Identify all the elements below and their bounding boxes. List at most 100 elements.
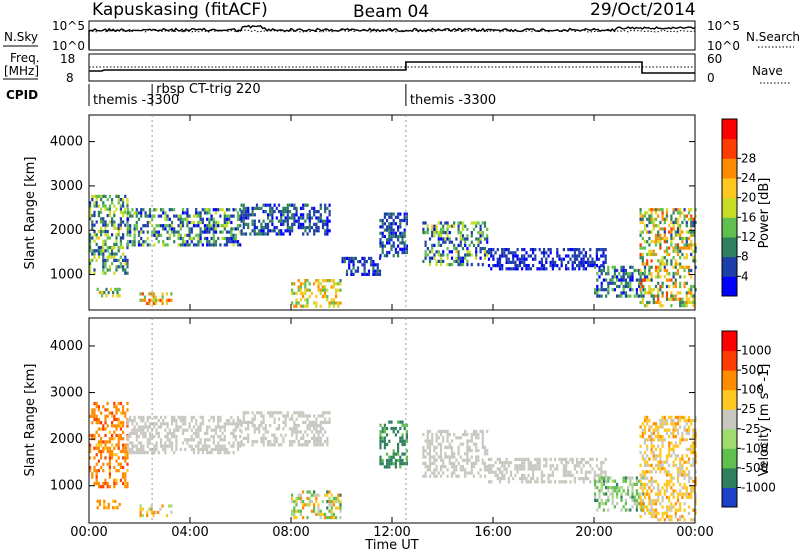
- data-cell: [694, 444, 697, 448]
- data-cell: [685, 431, 688, 435]
- data-cell: [431, 455, 434, 459]
- data-cell: [694, 492, 697, 496]
- data-cell: [111, 217, 114, 221]
- data-cell: [313, 443, 316, 447]
- data-cell: [580, 470, 583, 474]
- data-cell: [595, 257, 598, 261]
- data-cell: [236, 447, 240, 451]
- data-cell: [676, 217, 680, 221]
- data-cell: [93, 433, 96, 438]
- data-cell: [179, 233, 182, 237]
- data-cell: [122, 481, 125, 486]
- data-cell: [126, 262, 129, 266]
- data-cell: [659, 470, 662, 474]
- data-cell: [405, 250, 408, 255]
- data-cell: [679, 419, 682, 423]
- data-cell: [683, 502, 686, 506]
- data-cell: [683, 246, 686, 250]
- data-cell: [587, 461, 590, 465]
- data-cell: [188, 230, 191, 234]
- data-cell: [435, 433, 438, 437]
- data-cell: [616, 284, 619, 289]
- data-cell: [137, 233, 141, 237]
- data-cell: [654, 511, 658, 515]
- data-cell: [639, 502, 642, 506]
- data-cell: [613, 265, 616, 269]
- data-cell: [576, 264, 579, 268]
- data-cell: [464, 474, 467, 478]
- data-cell: [679, 297, 682, 301]
- data-cell: [477, 433, 480, 437]
- data-cell: [403, 231, 406, 235]
- data-cell: [225, 208, 229, 212]
- data-cell: [679, 492, 682, 496]
- data-cell: [654, 265, 658, 269]
- data-cell: [567, 260, 570, 264]
- data-cell: [587, 257, 590, 261]
- data-cell: [690, 451, 693, 455]
- data-cell: [122, 405, 125, 409]
- data-cell: [444, 429, 447, 433]
- data-cell: [641, 217, 644, 221]
- data-cell: [641, 284, 644, 289]
- data-cell: [306, 213, 309, 217]
- data-cell: [450, 256, 454, 260]
- data-cell: [188, 243, 191, 247]
- data-cell: [115, 265, 118, 269]
- data-cell: [692, 220, 695, 225]
- data-cell: [255, 427, 259, 431]
- data-cell: [582, 257, 585, 261]
- data-cell: [661, 515, 664, 519]
- data-cell: [321, 427, 325, 431]
- data-cell: [405, 436, 408, 440]
- data-cell: [326, 295, 329, 299]
- data-cell: [251, 219, 254, 223]
- data-cell: [166, 438, 169, 442]
- data-cell: [188, 227, 191, 231]
- data-cell: [225, 243, 229, 247]
- data-cell: [624, 508, 627, 512]
- data-cell: [643, 486, 647, 490]
- data-cell: [569, 473, 572, 477]
- data-cell: [521, 477, 524, 481]
- data-cell: [115, 242, 118, 246]
- data-cell: [683, 284, 686, 289]
- data-cell: [161, 295, 164, 299]
- data-cell: [148, 507, 151, 511]
- data-cell: [683, 208, 686, 212]
- data-cell: [192, 447, 196, 451]
- data-cell: [140, 441, 143, 445]
- data-cell: [117, 469, 120, 473]
- data-cell: [399, 455, 402, 459]
- data-cell: [232, 227, 235, 231]
- data-cell: [392, 426, 395, 431]
- data-cell: [330, 500, 333, 504]
- data-cell: [676, 297, 680, 301]
- data-cell: [665, 294, 669, 298]
- data-cell: [103, 499, 106, 503]
- data-cell: [155, 444, 158, 448]
- data-cell: [616, 482, 619, 486]
- data-cell: [388, 455, 391, 459]
- data-cell: [221, 230, 224, 234]
- data-cell: [111, 433, 114, 438]
- data-cell: [221, 431, 224, 435]
- data-cell: [657, 454, 660, 458]
- data-cell: [503, 467, 506, 471]
- data-cell: [405, 458, 408, 463]
- data-cell: [455, 458, 458, 462]
- data-cell: [459, 436, 462, 440]
- data-cell: [639, 288, 642, 292]
- data-cell: [481, 221, 484, 225]
- data-cell: [104, 271, 107, 275]
- data-cell: [148, 208, 152, 212]
- data-cell: [244, 206, 248, 210]
- frequency-trace: [89, 61, 695, 74]
- data-cell: [133, 240, 136, 244]
- data-cell: [466, 263, 469, 267]
- data-cell: [442, 465, 445, 469]
- data-cell: [657, 230, 660, 234]
- data-cell: [492, 470, 495, 474]
- data-cell: [335, 291, 338, 295]
- data-cell: [242, 222, 245, 226]
